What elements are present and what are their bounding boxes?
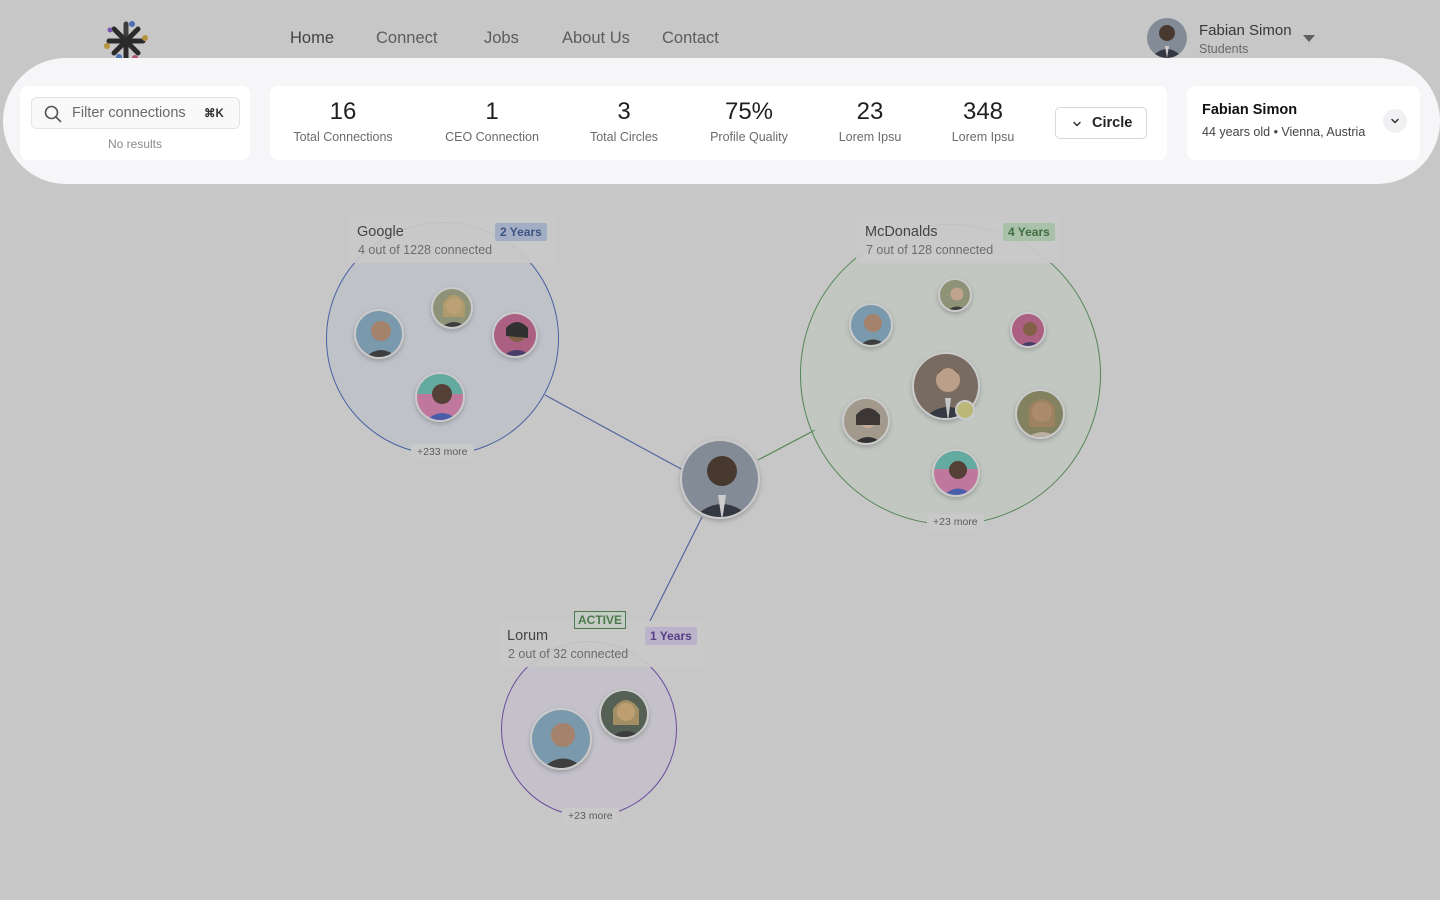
years-badge: 4 Years (1003, 223, 1055, 241)
stats-card (270, 86, 1167, 160)
group-subtitle: 4 out of 1228 connected (358, 243, 493, 257)
more-connections-pill[interactable]: +23 more (927, 514, 984, 530)
chevron-down-icon (1073, 121, 1081, 127)
person-avatar[interactable] (492, 312, 538, 358)
nav-contact[interactable]: Contact (662, 29, 719, 47)
view-mode-select[interactable]: Circle (1055, 107, 1147, 139)
stat-label-ceo-connection: CEO Connection (445, 130, 539, 144)
person-avatar[interactable] (354, 309, 404, 359)
nav-jobs[interactable]: Jobs (484, 29, 519, 47)
nav-connect[interactable]: Connect (376, 29, 438, 47)
profile-card (1187, 86, 1420, 160)
more-connections-pill[interactable]: +233 more (411, 444, 474, 460)
group-title: Lorum (507, 628, 549, 644)
star-badge-icon (955, 400, 975, 420)
person-avatar[interactable] (431, 287, 473, 329)
center-user-avatar[interactable] (680, 439, 760, 519)
active-badge: ACTIVE (574, 611, 627, 629)
no-results-text: No results (107, 137, 163, 151)
group-subtitle: 7 out of 128 connected (866, 243, 994, 257)
stat-value-total-connections: 16 (329, 98, 357, 125)
keyboard-shortcut: ⌘K (204, 108, 224, 120)
person-avatar[interactable] (932, 449, 980, 497)
connector-mcdonalds (757, 429, 816, 461)
filter-search-box[interactable]: ⌘K (31, 97, 240, 129)
stat-value-total-circles: 3 (617, 98, 631, 125)
user-role: Students (1199, 42, 1249, 56)
profile-name: Fabian Simon (1202, 102, 1298, 118)
stat-label-total-circles: Total Circles (589, 130, 659, 144)
person-avatar[interactable] (1015, 389, 1065, 439)
search-icon (44, 105, 62, 123)
stat-label-total-connections: Total Connections (293, 130, 393, 144)
profile-expand-button[interactable] (1383, 109, 1407, 133)
years-badge: 1 Years (645, 627, 697, 645)
person-avatar[interactable] (842, 397, 890, 445)
stat-label-lorem-2: Lorem Ipsu (951, 130, 1015, 144)
filter-connections-input[interactable] (72, 105, 197, 121)
person-avatar[interactable] (415, 372, 465, 422)
profile-meta: 44 years old • Vienna, Austria (1202, 125, 1366, 139)
person-avatar[interactable] (938, 278, 972, 312)
connector-lorum (649, 516, 703, 622)
stat-value-ceo-connection: 1 (485, 98, 499, 125)
years-badge: 2 Years (495, 223, 547, 241)
group-title: McDonalds (865, 224, 938, 240)
nav-home[interactable]: Home (290, 29, 335, 47)
caret-down-icon[interactable] (1303, 35, 1315, 42)
nav-about-us[interactable]: About Us (562, 29, 630, 47)
connector-google (544, 394, 684, 471)
person-avatar-ceo[interactable] (912, 352, 980, 420)
stat-label-profile-quality: Profile Quality (710, 130, 788, 144)
user-name: Fabian Simon (1199, 22, 1292, 39)
stat-label-lorem-1: Lorem Ipsu (838, 130, 902, 144)
user-avatar[interactable] (1147, 18, 1187, 58)
person-avatar[interactable] (530, 708, 592, 770)
stat-value-lorem-1: 23 (856, 98, 884, 125)
stat-value-profile-quality: 75% (724, 98, 774, 125)
person-avatar[interactable] (599, 689, 649, 739)
more-connections-pill[interactable]: +23 more (562, 808, 619, 824)
view-mode-label: Circle (1092, 115, 1133, 131)
starburst-logo[interactable] (103, 20, 149, 62)
group-subtitle: 2 out of 32 connected (508, 647, 629, 661)
group-title: Google (357, 224, 404, 240)
chevron-down-icon (1391, 118, 1399, 124)
person-avatar[interactable] (849, 303, 893, 347)
stat-value-lorem-2: 348 (962, 98, 1004, 125)
person-avatar[interactable] (1010, 312, 1046, 348)
